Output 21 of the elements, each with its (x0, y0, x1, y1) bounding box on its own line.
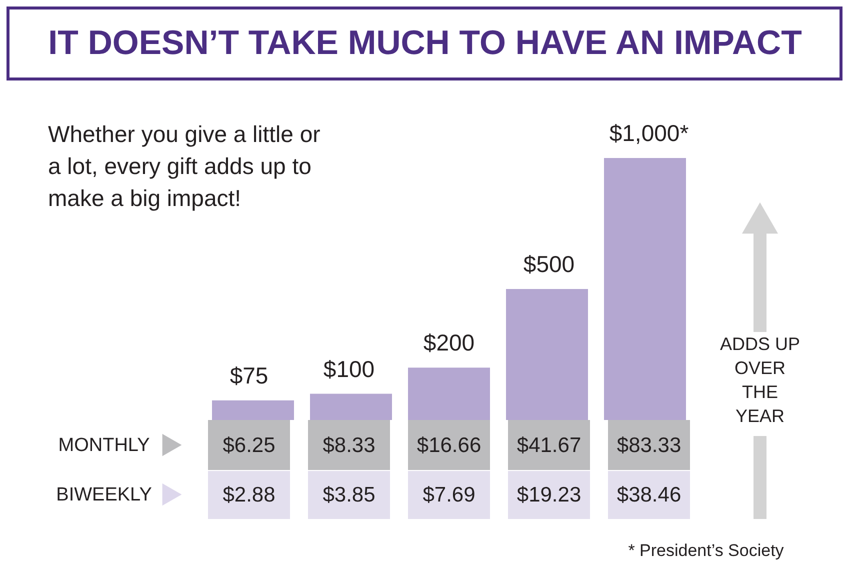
data-label: $500 (523, 251, 575, 277)
text: $7.69 (422, 484, 476, 506)
text: * President’s Society (628, 541, 784, 560)
chart-subtitle: Whether you give a little or a lot, every gift adds up to make a big impact! (48, 121, 321, 211)
text: $41.67 (516, 434, 582, 457)
text: $38.46 (616, 484, 682, 506)
text: $16.66 (416, 434, 482, 457)
text: $83.33 (616, 434, 682, 457)
data-label: $100 (323, 356, 375, 382)
data-label: $75 (230, 362, 268, 388)
data-label: $1,000* (609, 120, 689, 146)
text: BIWEEKLY (56, 484, 152, 506)
text: $6.25 (222, 434, 276, 457)
data-label: $200 (423, 330, 475, 356)
text: $3.85 (322, 484, 376, 506)
text: ADDS UP OVER THE YEAR (720, 334, 800, 426)
text: MONTHLY (58, 435, 150, 456)
text: $2.88 (222, 484, 276, 506)
text: $19.23 (516, 484, 582, 506)
text: $8.33 (322, 434, 376, 457)
chart-title: IT DOESN’T TAKE MUCH TO HAVE AN IMPACT (48, 24, 802, 62)
